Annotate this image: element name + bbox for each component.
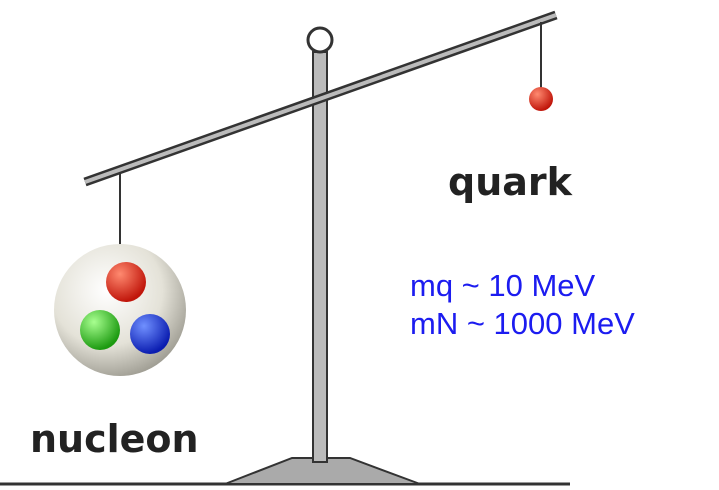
balance-diagram: quark nucleon mq ~ 10 MeV mN ~ 1000 MeV (0, 0, 719, 490)
quark-ball (529, 87, 553, 111)
mass-text: mq ~ 10 MeV (410, 268, 596, 303)
page: quark nucleon mq ~ 10 MeV mN ~ 1000 MeV … (0, 0, 719, 490)
pole (313, 52, 327, 462)
quark-label: quark (448, 160, 573, 204)
quark-blue (130, 314, 170, 354)
pivot (308, 28, 332, 52)
mass-text: mN ~ 1000 MeV (410, 306, 635, 341)
quark-green (80, 310, 120, 350)
nucleon-label: nucleon (30, 417, 199, 461)
quark-red (106, 262, 146, 302)
